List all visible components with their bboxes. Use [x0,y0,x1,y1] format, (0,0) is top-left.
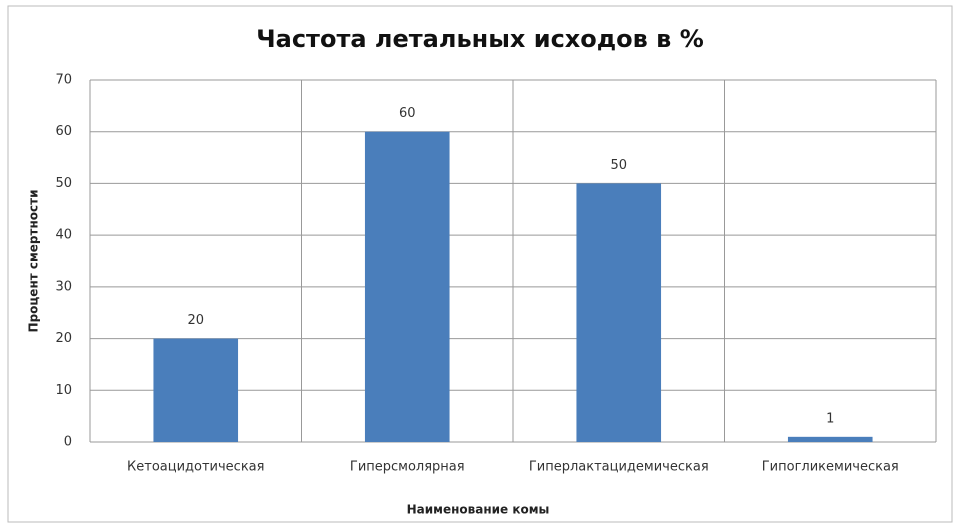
y-tick-label: 30 [55,279,72,294]
data-label: 60 [399,106,416,121]
y-tick-label: 70 [55,73,72,88]
chart-title: Частота летальных исходов в % [256,25,704,53]
y-tick-label: 50 [55,176,72,191]
y-tick-label: 20 [55,331,72,346]
x-tick-label: Кетоацидотическая [127,460,264,475]
bar [364,131,450,442]
y-tick-label: 10 [55,383,72,398]
data-label: 50 [610,158,627,173]
bar [153,338,239,442]
y-axis-title: Процент смертности [27,190,41,333]
chart-frame [7,5,953,523]
data-label: 1 [826,411,834,426]
x-tick-label: Гиперсмолярная [350,460,465,475]
y-tick-label: 60 [55,124,72,139]
x-axis-title: Наименование комы [407,503,550,517]
x-tick-label: Гиперлактацидемическая [529,460,709,475]
y-tick-label: 40 [55,228,72,243]
data-label: 20 [187,313,204,328]
y-tick-label: 0 [64,435,72,450]
bar [576,183,662,442]
bar [787,436,873,442]
x-tick-label: Гипогликемическая [762,460,899,475]
